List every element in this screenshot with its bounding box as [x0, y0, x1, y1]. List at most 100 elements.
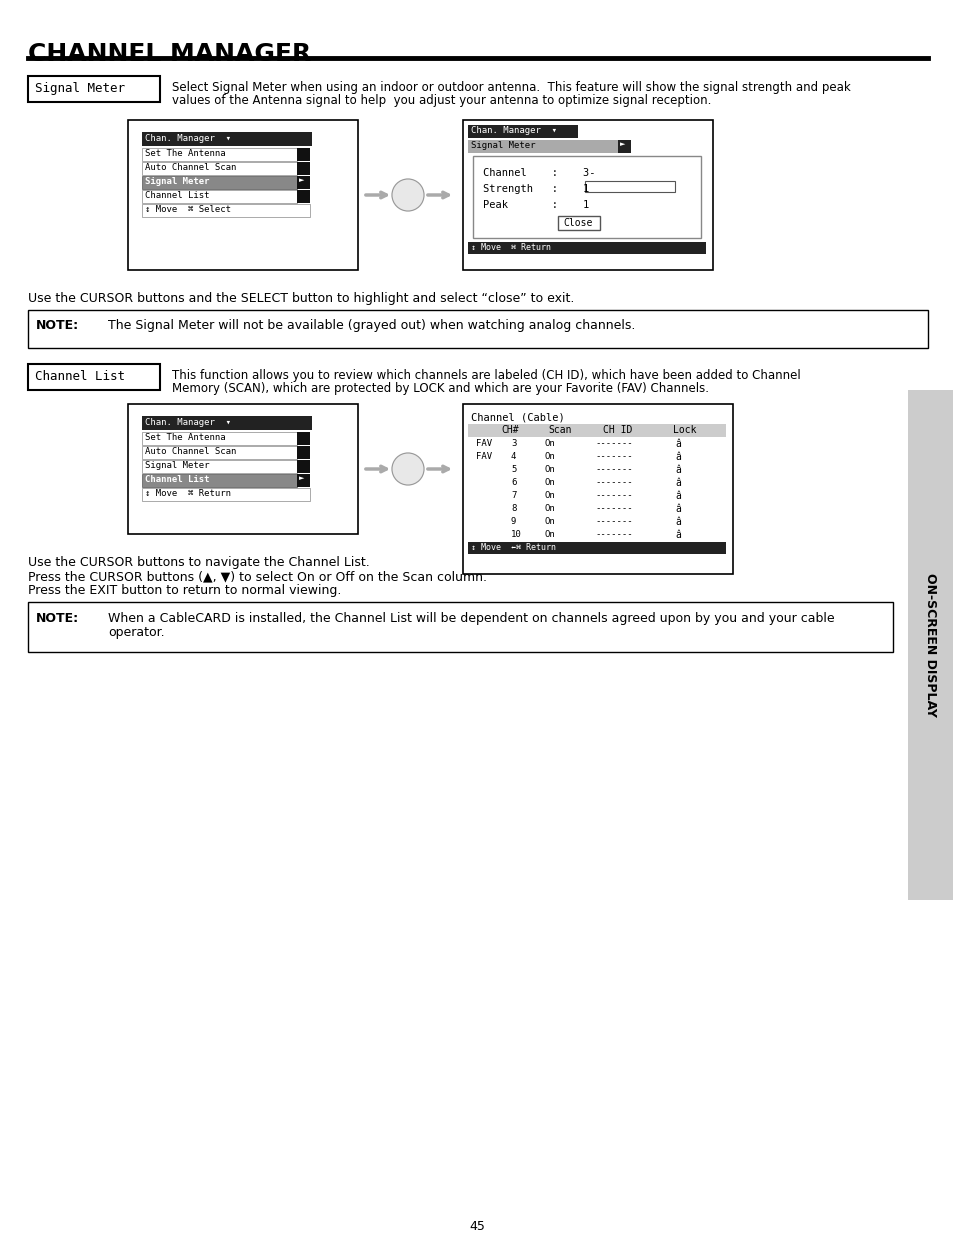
Bar	[468, 125, 578, 138]
Text: On: On	[544, 504, 556, 513]
Bar	[296, 446, 310, 459]
Bar	[296, 459, 310, 473]
Text: Signal Meter: Signal Meter	[471, 141, 535, 149]
Text: Close: Close	[562, 219, 592, 228]
Text: Lock: Lock	[672, 425, 696, 435]
Bar	[142, 132, 312, 146]
Text: 8: 8	[511, 504, 516, 513]
Text: SELECT: SELECT	[395, 188, 420, 193]
Bar	[142, 204, 310, 217]
Circle shape	[392, 453, 423, 485]
Bar	[142, 488, 310, 501]
Bar	[468, 242, 705, 254]
Text: 6: 6	[511, 478, 516, 487]
Text: Signal Meter: Signal Meter	[145, 461, 210, 471]
Text: ↕ Move  ⌘ Select: ↕ Move ⌘ Select	[145, 205, 231, 214]
Text: Press the CURSOR buttons (▲, ▼) to select On or Off on the Scan column.: Press the CURSOR buttons (▲, ▼) to selec…	[28, 571, 486, 583]
Bar	[142, 177, 296, 189]
Bar	[296, 432, 310, 445]
Text: -------: -------	[595, 517, 632, 526]
Bar	[28, 77, 160, 103]
Bar	[142, 432, 296, 445]
Text: NOTE:: NOTE:	[36, 319, 79, 332]
Bar	[142, 162, 296, 175]
Bar	[462, 120, 712, 270]
Text: Scan: Scan	[547, 425, 571, 435]
Text: Use the CURSOR buttons to navigate the Channel List.: Use the CURSOR buttons to navigate the C…	[28, 556, 370, 569]
Text: â: â	[675, 478, 680, 488]
Text: Set The Antenna: Set The Antenna	[145, 433, 226, 442]
Text: 3: 3	[511, 438, 516, 448]
Text: ↕ Move  ⌘ Return: ↕ Move ⌘ Return	[471, 243, 551, 252]
Text: On: On	[544, 438, 556, 448]
Bar	[128, 404, 357, 534]
Text: -------: -------	[595, 492, 632, 500]
Bar	[584, 182, 675, 191]
Text: CH#: CH#	[500, 425, 518, 435]
Text: -------: -------	[595, 466, 632, 474]
Text: On: On	[544, 530, 556, 538]
Bar	[296, 162, 310, 175]
Bar	[618, 140, 630, 153]
Text: operator.: operator.	[108, 626, 165, 638]
Text: The Signal Meter will not be available (grayed out) when watching analog channel: The Signal Meter will not be available (…	[108, 319, 635, 332]
Text: â: â	[675, 466, 680, 475]
Bar	[558, 216, 599, 230]
Text: ON-SCREEN DISPLAY: ON-SCREEN DISPLAY	[923, 573, 937, 718]
Text: Use the CURSOR buttons and the SELECT button to highlight and select “close” to : Use the CURSOR buttons and the SELECT bu…	[28, 291, 574, 305]
Bar	[142, 416, 312, 430]
Text: Strength   :    1: Strength : 1	[482, 184, 589, 194]
Text: Chan. Manager  ▾: Chan. Manager ▾	[145, 417, 231, 427]
Text: values of the Antenna signal to help  you adjust your antenna to optimize signal: values of the Antenna signal to help you…	[172, 94, 711, 107]
Text: Channel List: Channel List	[35, 370, 125, 383]
Text: Auto Channel Scan: Auto Channel Scan	[145, 163, 236, 172]
Text: On: On	[544, 492, 556, 500]
Text: FAV: FAV	[476, 438, 492, 448]
Bar	[468, 140, 618, 153]
Text: NOTE:: NOTE:	[36, 613, 79, 625]
Text: 45: 45	[469, 1220, 484, 1233]
Text: -------: -------	[595, 478, 632, 487]
Text: On: On	[544, 452, 556, 461]
Text: On: On	[544, 478, 556, 487]
Text: 5: 5	[511, 466, 516, 474]
Text: Channel (Cable): Channel (Cable)	[471, 412, 564, 422]
Text: ►: ►	[298, 475, 304, 480]
Text: Channel List: Channel List	[145, 475, 210, 484]
Bar	[142, 446, 296, 459]
Text: â: â	[675, 452, 680, 462]
Text: â: â	[675, 504, 680, 514]
Text: Signal Meter: Signal Meter	[35, 82, 125, 95]
Text: Peak       :    1: Peak : 1	[482, 200, 589, 210]
Bar	[296, 190, 310, 203]
Circle shape	[392, 179, 423, 211]
Text: Chan. Manager  ▾: Chan. Manager ▾	[145, 135, 231, 143]
Text: 9: 9	[511, 517, 516, 526]
Text: Channel List: Channel List	[145, 191, 210, 200]
Bar	[28, 310, 927, 348]
Bar	[142, 148, 296, 161]
Text: Press the EXIT button to return to normal viewing.: Press the EXIT button to return to norma…	[28, 584, 341, 597]
Text: When a CableCARD is installed, the Channel List will be dependent on channels ag: When a CableCARD is installed, the Chann…	[108, 613, 834, 625]
Bar	[296, 474, 310, 487]
Text: â: â	[675, 492, 680, 501]
Text: -------: -------	[595, 438, 632, 448]
Bar	[142, 190, 296, 203]
Text: Memory (SCAN), which are protected by LOCK and which are your Favorite (FAV) Cha: Memory (SCAN), which are protected by LO…	[172, 382, 708, 395]
Text: â: â	[675, 517, 680, 527]
Text: -------: -------	[595, 530, 632, 538]
Text: 7: 7	[511, 492, 516, 500]
Bar	[128, 120, 357, 270]
Text: CH ID: CH ID	[602, 425, 632, 435]
Bar	[473, 156, 700, 238]
Bar	[28, 601, 892, 652]
Text: This function allows you to review which channels are labeled (CH ID), which hav: This function allows you to review which…	[172, 369, 800, 382]
Text: 10: 10	[511, 530, 521, 538]
Text: â: â	[675, 438, 680, 450]
Bar	[28, 364, 160, 390]
Bar	[907, 390, 953, 900]
Text: -------: -------	[595, 504, 632, 513]
Text: CHANNEL MANAGER: CHANNEL MANAGER	[28, 42, 311, 65]
Text: On: On	[544, 466, 556, 474]
Bar	[468, 424, 725, 437]
